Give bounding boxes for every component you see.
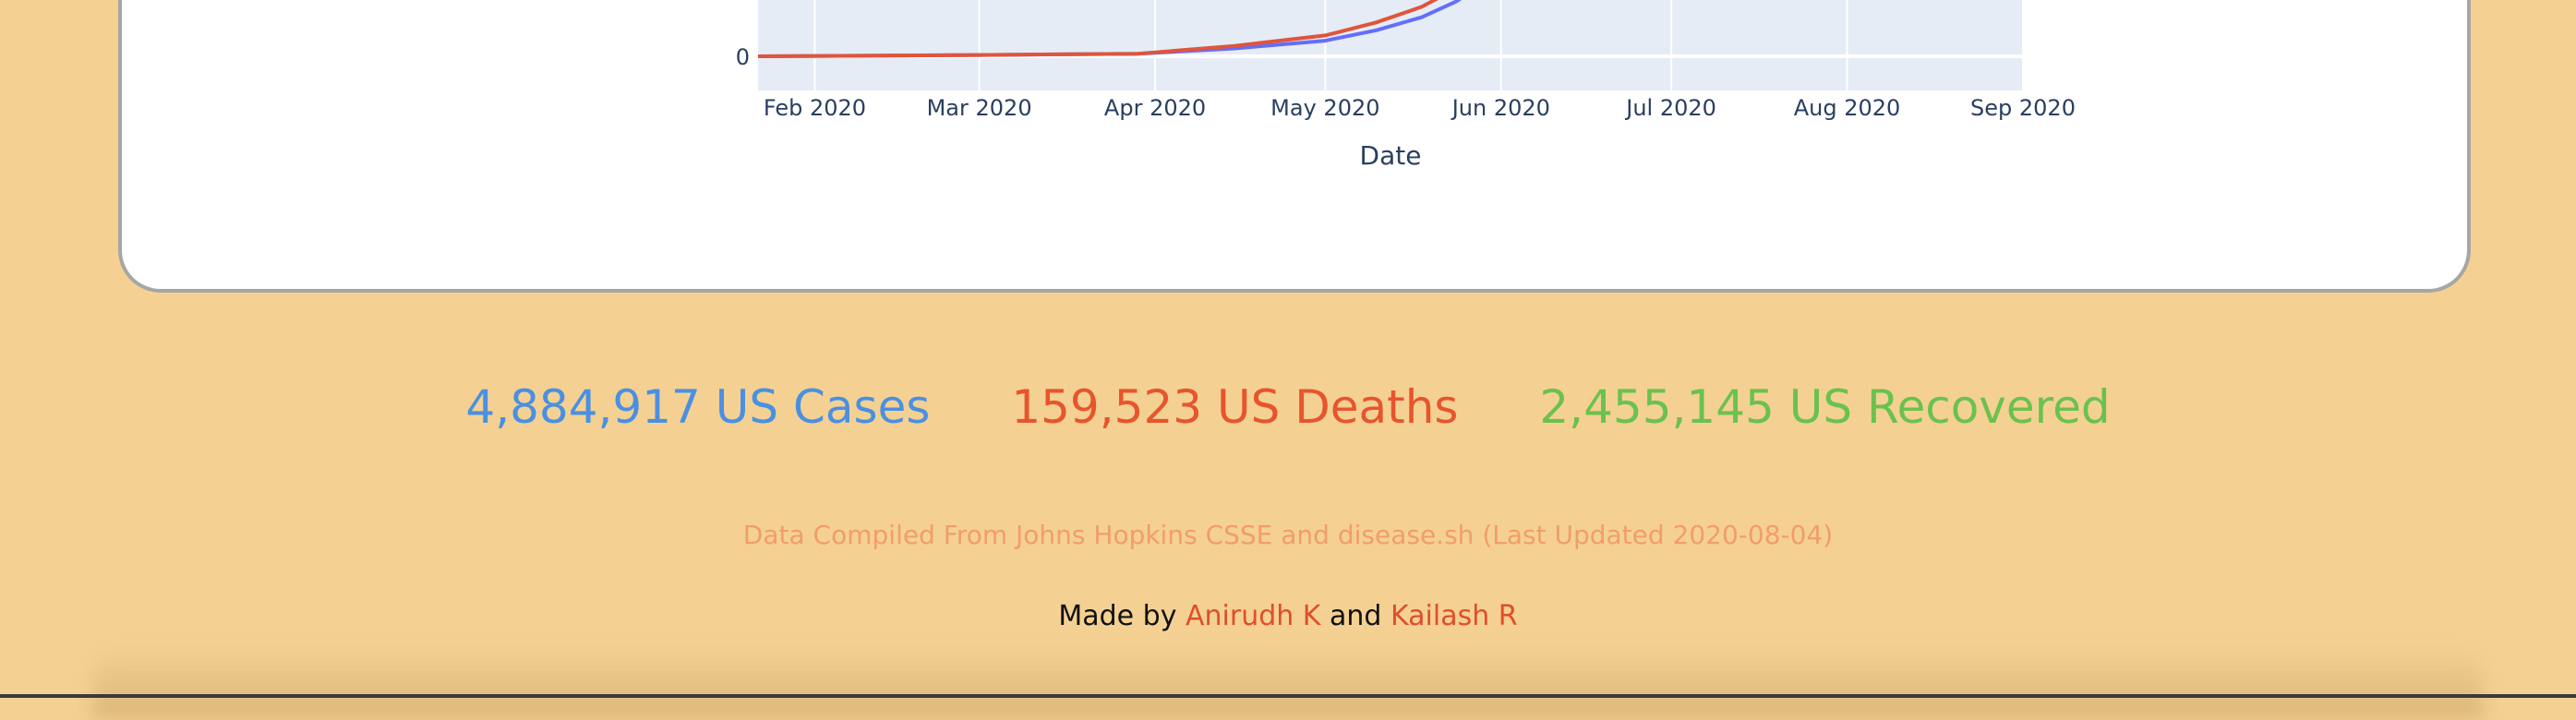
x-tick-label: Jun 2020 [1451, 95, 1550, 121]
x-tick-label: Sep 2020 [1970, 95, 2076, 121]
x-tick-label: Mar 2020 [927, 95, 1032, 121]
chart-card: 0 Feb 2020 Mar 2020 Apr 2020 May 2020 Jun 20… [118, 0, 2471, 293]
us-recovered-stat: 2,455,145 US Recovered [1539, 380, 2111, 434]
x-tick-label: May 2020 [1270, 95, 1379, 121]
x-tick-label: Feb 2020 [764, 95, 866, 121]
y-tick-label: 0 [736, 44, 750, 70]
us-deaths-stat: 159,523 US Deaths [1011, 380, 1459, 434]
cases-line-chart: 0 Feb 2020 Mar 2020 Apr 2020 May 2020 Jun 20… [736, 0, 2076, 171]
author-link-anirudh[interactable]: Anirudh K [1186, 600, 1321, 632]
credits: Made by Anirudh K and Kailash R [0, 600, 2576, 632]
window-bottom-edge [0, 694, 2576, 698]
x-tick-label: Apr 2020 [1104, 95, 1206, 121]
x-tick-labels: Feb 2020 Mar 2020 Apr 2020 May 2020 Jun 2020… [764, 95, 2076, 121]
series-line [757, 0, 1438, 58]
author-link-kailash[interactable]: Kailash R [1390, 600, 1518, 632]
bottom-shadow [92, 646, 2484, 720]
x-tick-label: Jul 2020 [1624, 95, 1716, 121]
x-axis-title: Date [1360, 140, 1422, 171]
made-by-text: Made by [1058, 600, 1177, 632]
series-lines [757, 0, 1463, 58]
us-cases-stat: 4,884,917 US Cases [465, 380, 931, 434]
plot-background [758, 0, 2023, 90]
and-text: and [1330, 600, 1382, 632]
data-source-note: Data Compiled From Johns Hopkins CSSE an… [742, 520, 1834, 550]
gridlines [813, 0, 2024, 90]
x-tick-label: Aug 2020 [1794, 95, 1901, 121]
stats-summary: 4,884,917 US Cases 159,523 US Deaths 2,4… [0, 380, 2576, 434]
